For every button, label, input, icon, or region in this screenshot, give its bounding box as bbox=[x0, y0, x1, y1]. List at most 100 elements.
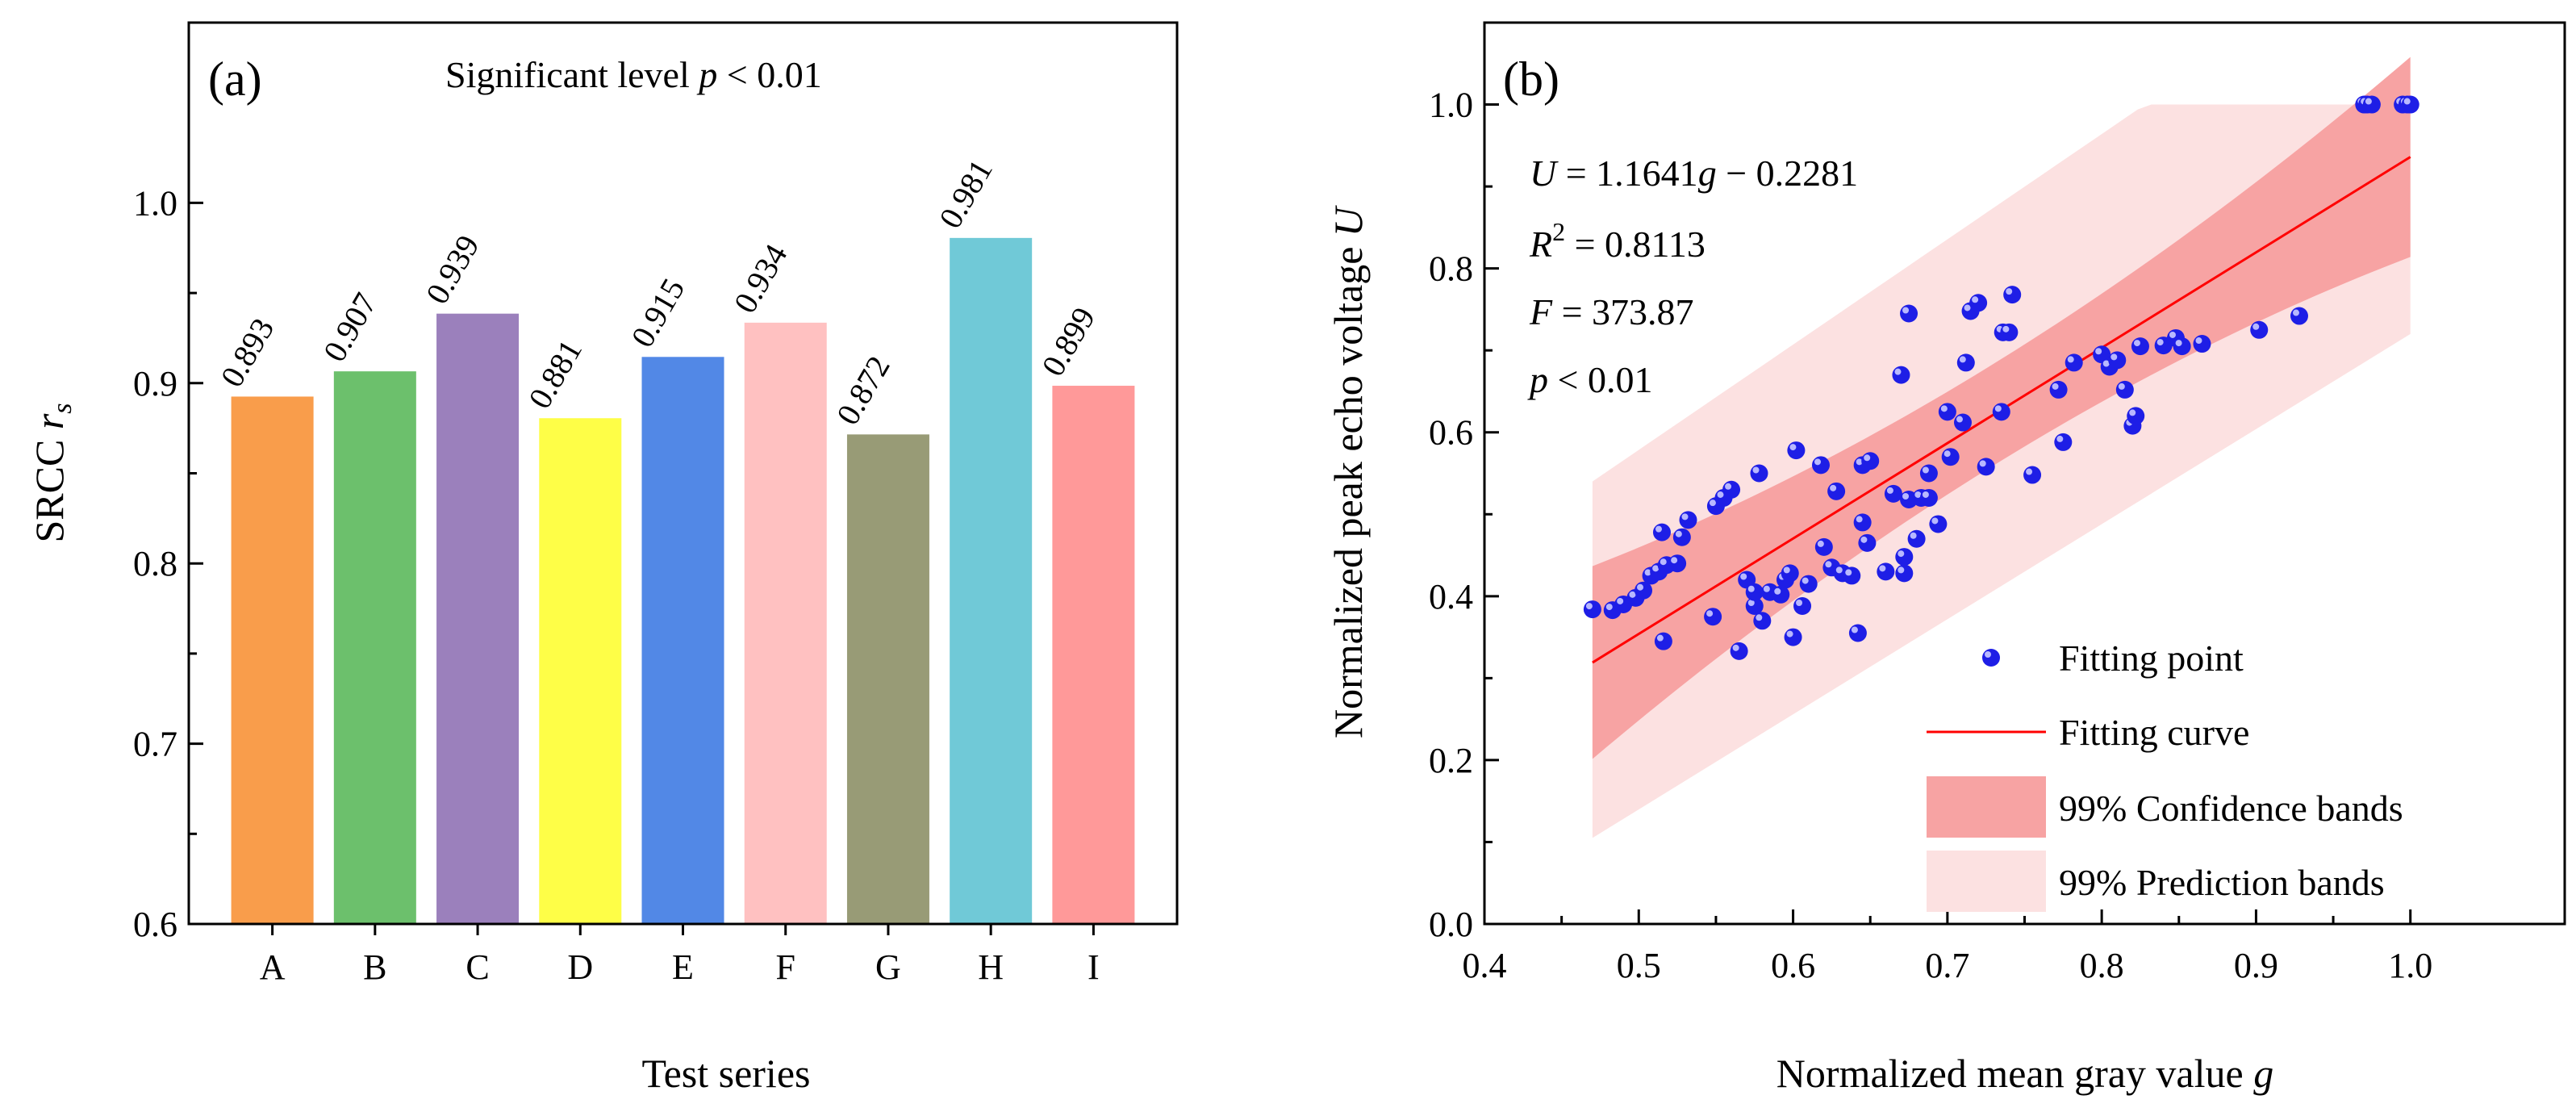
data-point-highlight bbox=[1959, 356, 1966, 363]
bar-C bbox=[435, 311, 521, 925]
y-tick-label-1: 0.7 bbox=[133, 725, 177, 764]
data-point bbox=[1929, 515, 1948, 533]
data-point-highlight bbox=[2026, 468, 2033, 475]
data-point-highlight bbox=[1656, 634, 1664, 642]
data-point bbox=[2250, 320, 2269, 339]
data-point bbox=[1853, 513, 1872, 532]
legend-label-fitting-curve: Fitting curve bbox=[2059, 712, 2249, 753]
data-point-highlight bbox=[1732, 644, 1739, 651]
legend-prediction-swatch bbox=[1927, 851, 2046, 912]
x-tick-label-D: D bbox=[567, 947, 593, 987]
data-point-highlight bbox=[1605, 604, 1613, 611]
y-tick-label-b-5: 1.0 bbox=[1429, 86, 1473, 125]
y-tick-label-2: 0.8 bbox=[133, 544, 177, 583]
data-point bbox=[1895, 564, 1914, 583]
data-point bbox=[1793, 597, 1812, 616]
data-point-highlight bbox=[2110, 353, 2118, 361]
data-point bbox=[1941, 448, 1960, 466]
data-point-highlight bbox=[1940, 405, 1948, 412]
data-point-highlight bbox=[2175, 340, 2182, 347]
data-point-highlight bbox=[1725, 483, 1732, 490]
bar-A bbox=[229, 395, 315, 925]
x-tick-label-H: H bbox=[978, 947, 1004, 987]
data-point-highlight bbox=[1585, 603, 1593, 610]
data-point-highlight bbox=[1817, 540, 1824, 547]
data-point bbox=[1892, 366, 1910, 384]
data-point-highlight bbox=[2365, 98, 2372, 105]
bar-value-label-F: 0.934 bbox=[727, 238, 795, 319]
data-point-highlight bbox=[1660, 558, 1667, 566]
data-point bbox=[1583, 600, 1601, 619]
y-axis-ticks-b: 0.0 0.2 0.4 0.6 0.8 1.0 bbox=[1429, 86, 1499, 944]
data-point bbox=[1919, 488, 1938, 507]
data-point bbox=[1895, 548, 1914, 566]
data-point-highlight bbox=[1774, 587, 1781, 595]
y-tick-label-4: 1.0 bbox=[133, 183, 177, 223]
data-point-highlight bbox=[1617, 597, 1624, 604]
data-point bbox=[1827, 482, 1846, 500]
data-point bbox=[2127, 407, 2145, 425]
data-point-highlight bbox=[2067, 356, 2074, 363]
data-point-highlight bbox=[2095, 348, 2102, 355]
x-tick-label-b-2: 0.6 bbox=[1771, 946, 1815, 985]
bar-value-label-A: 0.893 bbox=[213, 311, 281, 392]
data-point-highlight bbox=[1898, 566, 1905, 574]
data-point-highlight bbox=[1814, 458, 1822, 466]
data-point-highlight bbox=[2292, 309, 2299, 316]
bar-G bbox=[845, 433, 931, 925]
data-point bbox=[2173, 337, 2191, 356]
data-point bbox=[2401, 95, 2419, 114]
data-point-highlight bbox=[1910, 532, 1917, 539]
data-point bbox=[1745, 583, 1764, 601]
data-point-highlight bbox=[1922, 491, 1929, 498]
data-point bbox=[1969, 294, 1988, 312]
data-point-highlight bbox=[1796, 600, 1803, 607]
data-point-highlight bbox=[1964, 304, 1971, 311]
bar-H bbox=[948, 236, 1034, 925]
panel-label-a: (a) bbox=[208, 52, 262, 106]
data-point bbox=[1956, 353, 1975, 372]
data-point bbox=[1919, 464, 1938, 483]
significance-note: Significant level p < 0.01 bbox=[445, 54, 822, 95]
bars-group bbox=[229, 236, 1137, 926]
bar-value-label-D: 0.881 bbox=[521, 333, 589, 414]
data-point-highlight bbox=[2006, 288, 2013, 295]
data-point-highlight bbox=[2056, 435, 2064, 442]
data-point-highlight bbox=[1789, 444, 1797, 451]
data-point-highlight bbox=[1856, 516, 1863, 523]
data-point-highlight bbox=[2156, 339, 2164, 346]
data-point-highlight bbox=[1972, 296, 1979, 303]
legend-point-highlight bbox=[1985, 651, 1991, 658]
data-point-highlight bbox=[1979, 460, 1986, 467]
data-point-highlight bbox=[1706, 610, 1714, 617]
y-tick-label-0: 0.6 bbox=[133, 905, 177, 944]
data-point-highlight bbox=[1956, 416, 1963, 423]
data-point-highlight bbox=[1763, 585, 1770, 592]
data-point bbox=[1977, 458, 1995, 476]
data-point bbox=[2115, 380, 2134, 399]
data-point-highlight bbox=[1783, 566, 1790, 574]
data-point bbox=[1654, 632, 1672, 650]
data-point bbox=[1938, 403, 1956, 421]
data-point bbox=[1861, 452, 1880, 470]
data-point-highlight bbox=[1835, 566, 1843, 574]
legend-label-prediction: 99% Prediction bands bbox=[2059, 862, 2385, 903]
x-tick-label-G: G bbox=[875, 947, 901, 987]
data-point-highlight bbox=[1629, 591, 1636, 598]
data-point-highlight bbox=[1671, 557, 1678, 564]
x-tick-label-F: F bbox=[775, 947, 795, 987]
data-point bbox=[2023, 466, 2042, 484]
data-point-highlight bbox=[2002, 325, 2010, 332]
x-tick-label-B: B bbox=[363, 947, 386, 987]
data-point-highlight bbox=[1860, 536, 1868, 543]
data-point-highlight bbox=[1902, 307, 1910, 314]
data-point bbox=[1787, 441, 1806, 460]
data-point-highlight bbox=[1786, 630, 1793, 638]
data-point-highlight bbox=[2403, 98, 2411, 105]
data-point-highlight bbox=[1709, 500, 1716, 507]
data-point-highlight bbox=[1886, 487, 1893, 494]
data-point-highlight bbox=[1898, 550, 1905, 558]
data-point-highlight bbox=[1802, 577, 1809, 584]
data-point-highlight bbox=[2252, 323, 2260, 330]
equation-fit: U = 1.1641g − 0.2281 bbox=[1530, 153, 1858, 194]
